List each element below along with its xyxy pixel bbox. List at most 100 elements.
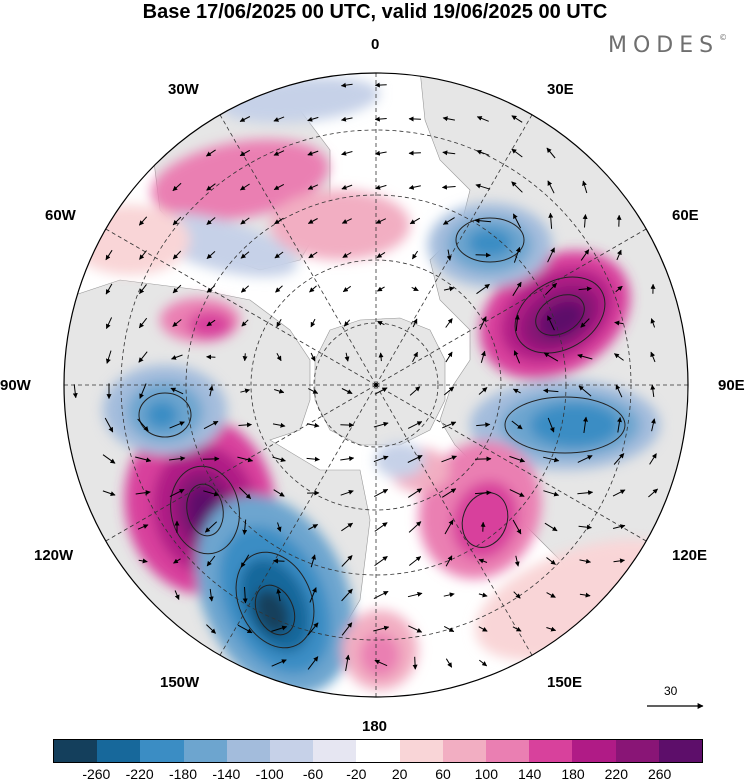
wind-arrow-icon xyxy=(240,554,250,568)
wind-arrow-icon xyxy=(441,184,456,190)
wind-arrow-icon xyxy=(273,183,285,191)
colorbar-tick-label: 100 xyxy=(474,766,499,782)
wind-arrow-icon xyxy=(208,385,214,397)
colorbar-tick-label: 20 xyxy=(391,766,408,782)
anomaly-blob xyxy=(270,190,410,260)
wind-arrow-icon xyxy=(617,417,622,433)
wind-arrow-icon xyxy=(407,591,423,598)
colorbar-tick-label: -180 xyxy=(168,766,198,782)
wind-arrow-icon xyxy=(375,218,387,224)
wind-arrow-icon xyxy=(478,659,488,667)
lon-label-120e: 120E xyxy=(672,547,708,564)
contour-line xyxy=(138,392,192,438)
wind-arrow-icon xyxy=(341,150,353,156)
colorbar-tick-label: -140 xyxy=(212,766,241,782)
colorbar-swatch xyxy=(270,740,314,762)
wind-arrow-icon xyxy=(272,422,286,428)
wind-arrow-icon xyxy=(408,184,421,190)
wind-arrow-icon xyxy=(374,387,388,395)
colorbar-swatch xyxy=(183,740,227,762)
wind-arrow-icon xyxy=(514,555,520,567)
wind-arrow-icon xyxy=(237,456,254,463)
wind-vectors xyxy=(72,82,658,671)
wind-arrow-icon xyxy=(650,318,656,328)
wind-arrow-icon xyxy=(479,316,487,330)
wind-arrow-icon xyxy=(341,116,353,122)
wind-arrow-icon xyxy=(578,524,592,530)
wind-arrow-icon xyxy=(511,148,523,158)
anomaly-blob xyxy=(188,311,232,339)
colorbar-swatch xyxy=(442,740,487,762)
wind-arrow-icon xyxy=(272,456,286,463)
wind-arrow-icon xyxy=(309,285,317,293)
wind-arrow-icon xyxy=(543,456,560,463)
wind-arrow-icon xyxy=(307,150,319,156)
colorbar-swatch xyxy=(97,740,141,762)
wind-arrow-icon xyxy=(512,388,521,394)
wind-arrow-icon xyxy=(206,251,216,259)
graticule xyxy=(64,73,688,697)
wind-arrow-icon xyxy=(306,422,320,428)
colorbar-swatch xyxy=(54,740,98,762)
meridian-line xyxy=(375,114,533,386)
wind-arrow-icon xyxy=(509,489,525,497)
wind-arrow-icon xyxy=(240,388,251,394)
wind-arrow-icon xyxy=(442,421,457,429)
colorbar-swatch xyxy=(399,740,443,762)
wind-arrow-icon xyxy=(310,352,316,362)
wind-arrow-icon xyxy=(441,488,457,498)
wind-arrow-icon xyxy=(445,318,453,328)
brand-name: MODES xyxy=(608,33,720,58)
wind-arrow-icon xyxy=(342,285,351,293)
wind-arrow-icon xyxy=(341,388,353,394)
wind-arrow-icon xyxy=(443,286,455,292)
colorbar-tick-label: 180 xyxy=(561,766,585,782)
wind-arrow-icon xyxy=(443,625,455,633)
wind-arrow-icon xyxy=(375,184,387,190)
wind-arrow-icon xyxy=(408,556,422,566)
wind-arrow-icon xyxy=(238,487,252,499)
wind-arrow-icon xyxy=(478,626,488,632)
wind-arrow-icon xyxy=(579,558,591,564)
colorbar-swatch xyxy=(572,740,616,762)
wind-arrow-icon xyxy=(238,422,252,428)
wind-arrow-icon xyxy=(408,488,423,498)
wind-arrow-icon xyxy=(443,386,455,396)
anomaly-field xyxy=(70,77,685,695)
wind-arrow-icon xyxy=(172,319,182,327)
brand-mark: © xyxy=(719,33,728,42)
wind-arrow-icon xyxy=(202,456,220,462)
anomaly-blob xyxy=(254,589,290,635)
wind-arrow-icon xyxy=(378,352,384,362)
wind-arrow-icon xyxy=(307,116,319,122)
lon-label-120w: 120W xyxy=(34,547,74,564)
wind-arrow-icon xyxy=(650,384,656,397)
wind-arrow-icon xyxy=(206,285,216,293)
wind-arrow-icon xyxy=(276,522,282,532)
anomaly-blob xyxy=(360,633,400,677)
wind-arrow-icon xyxy=(476,149,490,156)
wind-arrow-icon xyxy=(480,350,486,363)
latitude-circle xyxy=(313,322,439,448)
wind-arrow-icon xyxy=(412,351,418,363)
wind-arrow-icon xyxy=(310,318,316,328)
wind-arrow-icon xyxy=(138,216,148,226)
wind-arrow-icon xyxy=(271,625,288,632)
wind-arrow-icon xyxy=(476,116,489,122)
wind-arrow-icon xyxy=(445,658,453,668)
wind-arrow-icon xyxy=(206,624,216,634)
wind-arrow-icon xyxy=(203,490,220,497)
wind-arrow-icon xyxy=(345,654,351,671)
wind-arrow-icon xyxy=(174,590,180,600)
wind-arrow-icon xyxy=(206,217,216,225)
wind-arrow-icon xyxy=(376,286,385,292)
colorbar-tick-label: -60 xyxy=(302,766,324,782)
wind-arrow-icon xyxy=(377,320,385,326)
colorbar-tick-label: -260 xyxy=(82,766,111,782)
wind-arrow-icon xyxy=(408,521,422,533)
colorbar-swatch xyxy=(658,740,703,762)
wind-arrow-icon xyxy=(543,388,559,394)
wind-arrow-icon xyxy=(342,252,352,258)
wind-arrow-icon xyxy=(512,213,522,229)
